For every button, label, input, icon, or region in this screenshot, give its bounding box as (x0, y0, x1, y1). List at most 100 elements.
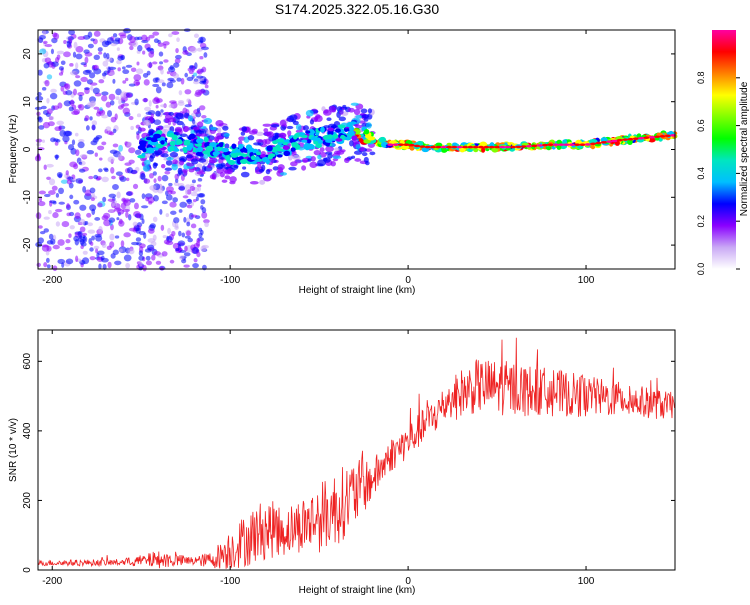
heatmap-cell (65, 170, 69, 176)
heatmap-cell (622, 138, 629, 141)
heatmap-cell (446, 145, 453, 149)
heatmap-cell (107, 261, 112, 269)
heatmap-cell (155, 110, 161, 117)
heatmap-cell (204, 221, 209, 228)
heatmap-cell (254, 156, 260, 163)
heatmap-cell (119, 176, 127, 182)
heatmap-cell (35, 95, 44, 101)
heatmap-cell (547, 143, 554, 147)
heatmap-cell (150, 113, 155, 118)
heatmap-cell (176, 138, 182, 145)
heatmap-cell (93, 245, 100, 250)
heatmap-cell (199, 133, 208, 137)
heatmap-cell (139, 127, 146, 132)
heatmap-cell (90, 241, 94, 246)
heatmap-cell (262, 139, 268, 145)
heatmap-cell (94, 152, 98, 157)
heatmap-cell (174, 58, 181, 64)
heatmap-cell (177, 101, 185, 106)
snr-panel: -200 -100 0 100 0 200 400 600 Height of straigh… (8, 329, 676, 596)
heatmap-cell (53, 32, 60, 40)
heatmap-cell (68, 106, 74, 112)
heatmap-cell (114, 260, 122, 266)
heatmap-cell (56, 120, 65, 126)
heatmap-cell (89, 247, 94, 252)
heatmap-cell (128, 248, 135, 255)
heatmap-cell (160, 68, 164, 75)
heatmap-cell (97, 145, 105, 151)
heatmap-cell (56, 50, 65, 55)
heatmap-cell (116, 59, 122, 65)
heatmap-cell (50, 88, 57, 93)
colorbar-tick-label: 0.8 (696, 72, 706, 85)
heatmap-cell (186, 204, 193, 209)
heatmap-cell (161, 82, 166, 87)
heatmap-cell (75, 62, 79, 69)
heatmap-cell (87, 222, 93, 227)
heatmap-cell (515, 145, 522, 149)
heatmap-cell (347, 107, 355, 113)
heatmap-cell (171, 163, 178, 171)
heatmap-cell (186, 76, 194, 82)
heatmap-cell (305, 130, 311, 134)
heatmap-cell (579, 143, 586, 147)
x-tick-label: 0 (405, 576, 411, 587)
heatmap-cell (189, 185, 196, 192)
heatmap-cell (71, 139, 76, 146)
heatmap-cell (303, 125, 310, 131)
heatmap-cell (193, 33, 199, 39)
spectrogram-heatmap (34, 27, 678, 272)
heatmap-cell (224, 143, 230, 150)
heatmap-cell (133, 74, 142, 82)
heatmap-cell (116, 191, 121, 199)
heatmap-cell (35, 138, 43, 143)
heatmap-cell (149, 116, 154, 123)
heatmap-cell (189, 65, 194, 69)
heatmap-cell (230, 153, 239, 158)
heatmap-cell (98, 226, 103, 233)
heatmap-cell (158, 51, 164, 57)
heatmap-cell (183, 252, 191, 257)
snr-ticks: -200 -100 0 100 0 200 400 600 (22, 330, 675, 587)
heatmap-cell (106, 52, 110, 60)
heatmap-cell (98, 51, 103, 55)
heatmap-cell (38, 190, 47, 195)
heatmap-cell (45, 250, 50, 256)
heatmap-cell (340, 149, 346, 153)
heatmap-cell (175, 47, 179, 54)
heatmap-cell (37, 116, 43, 123)
heatmap-cell (262, 123, 272, 127)
heatmap-cell (89, 204, 97, 212)
heatmap-cell (306, 138, 312, 144)
heatmap-cell (183, 139, 191, 146)
x-tick-label: 0 (405, 275, 411, 286)
heatmap-cell (73, 41, 78, 49)
heatmap-cell (163, 59, 169, 63)
heatmap-cell (167, 117, 176, 123)
heatmap-cell (94, 217, 101, 221)
heatmap-cell (160, 153, 169, 158)
heatmap-cell (141, 152, 146, 157)
heatmap-cell (185, 154, 193, 159)
heatmap-cell (138, 250, 144, 257)
heatmap-cell (369, 151, 376, 156)
heatmap-cell (112, 128, 117, 134)
heatmap-cell (152, 216, 158, 223)
heatmap-cell (87, 43, 94, 49)
heatmap-cell (196, 107, 200, 113)
heatmap-cell (334, 128, 341, 133)
heatmap-cell (363, 139, 372, 144)
heatmap-cell (226, 167, 233, 175)
heatmap-cell (194, 62, 198, 70)
heatmap-cell (36, 262, 41, 267)
heatmap-cell (145, 136, 152, 141)
heatmap-cell (313, 140, 318, 145)
heatmap-cell (203, 117, 213, 125)
heatmap-cell (44, 79, 50, 87)
heatmap-cell (319, 147, 325, 153)
heatmap-cell (143, 79, 150, 86)
heatmap-cell (161, 200, 168, 205)
heatmap-cell (200, 205, 204, 210)
heatmap-cell (171, 31, 180, 35)
heatmap-cell (179, 255, 185, 260)
